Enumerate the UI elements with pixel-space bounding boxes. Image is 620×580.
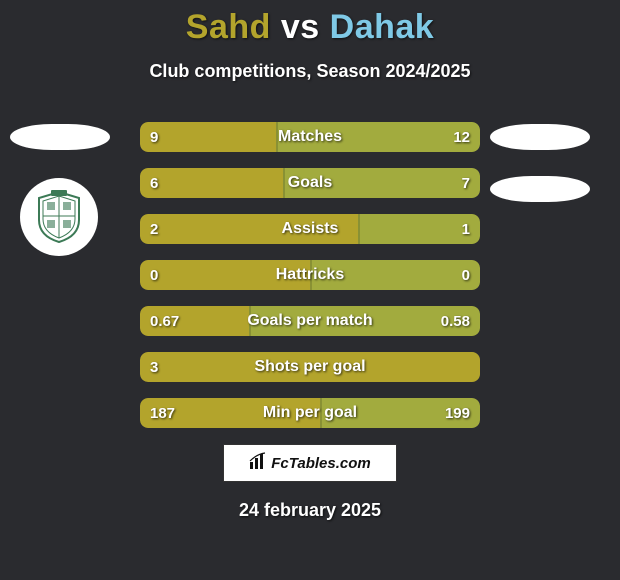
- bars-icon: [249, 452, 267, 475]
- stat-label: Shots per goal: [140, 352, 480, 382]
- footer-date: 24 february 2025: [0, 500, 620, 521]
- stat-label: Assists: [140, 214, 480, 244]
- stat-label: Min per goal: [140, 398, 480, 428]
- stats-bars: 912Matches 67Goals 21Assists 00Hattricks 0.6…: [140, 122, 480, 444]
- stat-label: Matches: [140, 122, 480, 152]
- stat-row: 912Matches: [140, 122, 480, 152]
- stat-label: Hattricks: [140, 260, 480, 290]
- player2-name: Dahak: [330, 8, 435, 46]
- stat-row: 187199Min per goal: [140, 398, 480, 428]
- footer-brand-badge: FcTables.com: [223, 444, 397, 482]
- stat-row: 21Assists: [140, 214, 480, 244]
- shield-crest-icon: [33, 190, 85, 244]
- stat-row: 3Shots per goal: [140, 352, 480, 382]
- player1-name: Sahd: [186, 8, 271, 46]
- page-title: Sahd vs Dahak: [0, 8, 620, 47]
- left-team-oval: [10, 124, 110, 150]
- left-team-crest: [20, 178, 98, 256]
- stat-row: 0.670.58Goals per match: [140, 306, 480, 336]
- stat-row: 67Goals: [140, 168, 480, 198]
- footer-brand-text: FcTables.com: [271, 455, 370, 472]
- vs-text: vs: [281, 8, 320, 46]
- stat-label: Goals: [140, 168, 480, 198]
- right-team-oval-2: [490, 176, 590, 202]
- comparison-infographic: Sahd vs Dahak Club competitions, Season …: [0, 0, 620, 580]
- stat-label: Goals per match: [140, 306, 480, 336]
- right-team-oval-1: [490, 124, 590, 150]
- subtitle: Club competitions, Season 2024/2025: [0, 61, 620, 82]
- stat-row: 00Hattricks: [140, 260, 480, 290]
